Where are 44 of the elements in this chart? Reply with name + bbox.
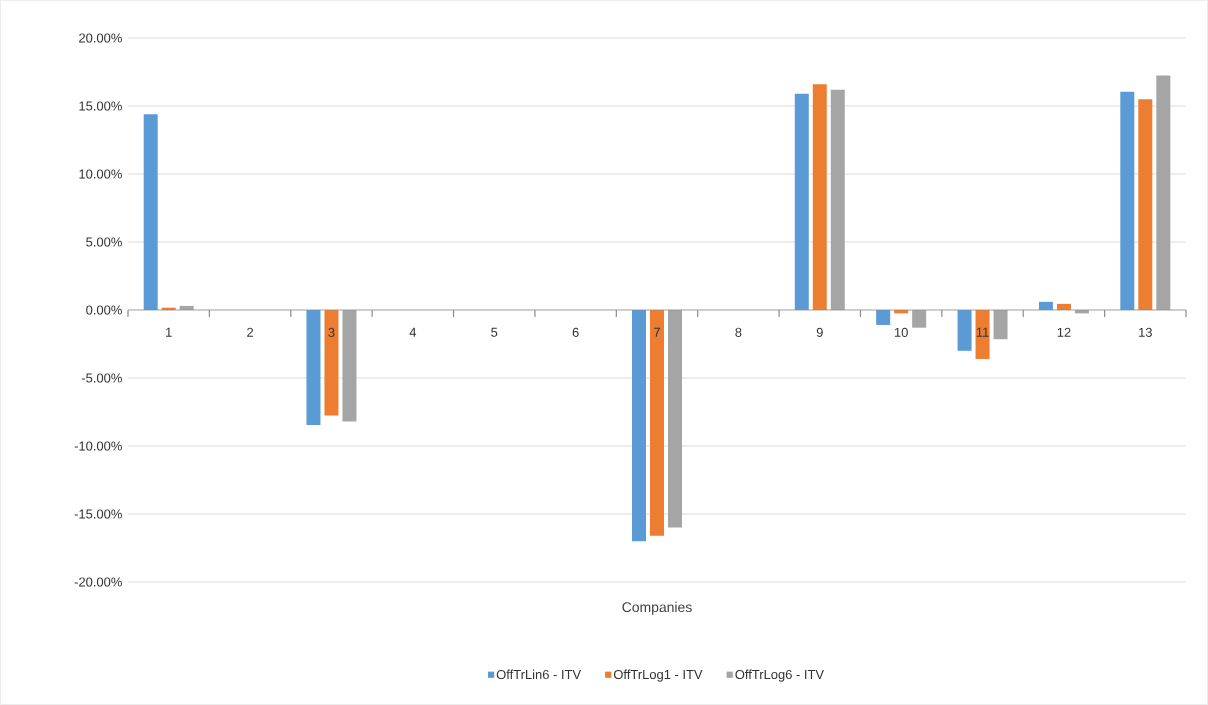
bar bbox=[1120, 91, 1135, 310]
bar bbox=[876, 310, 891, 325]
bar bbox=[143, 114, 158, 310]
bar bbox=[957, 310, 972, 351]
x-tick-label: 5 bbox=[491, 327, 498, 337]
bar bbox=[975, 310, 990, 359]
bar bbox=[1156, 75, 1171, 310]
legend-label: OffTrLog6 - ITV bbox=[735, 669, 824, 682]
x-tick-label: 1 bbox=[166, 327, 172, 337]
y-tick-label: 20.00% bbox=[79, 33, 122, 43]
x-tick-label: 4 bbox=[409, 327, 417, 337]
y-tick-label: -20.00% bbox=[74, 577, 122, 587]
bar bbox=[632, 310, 646, 542]
y-tick-label: 0.00% bbox=[86, 305, 122, 315]
y-tick-label: 15.00% bbox=[79, 101, 122, 111]
bar bbox=[668, 310, 682, 528]
y-tick-label: -5.00% bbox=[81, 373, 122, 383]
bar bbox=[794, 93, 809, 310]
x-tick-label: 9 bbox=[816, 327, 823, 337]
x-tick-label: 8 bbox=[735, 327, 742, 337]
y-tick-label: -10.00% bbox=[74, 441, 122, 451]
y-tick-label: 5.00% bbox=[86, 237, 122, 247]
x-tick-label: 3 bbox=[328, 327, 335, 337]
x-tick-label: 2 bbox=[247, 327, 254, 337]
bar bbox=[812, 84, 827, 310]
x-tick-label: 10 bbox=[894, 327, 908, 337]
y-tick-label: 10.00% bbox=[79, 169, 122, 179]
x-tick-label: 12 bbox=[1057, 327, 1071, 337]
bar bbox=[324, 310, 339, 416]
x-tick-label: 11 bbox=[976, 327, 989, 337]
x-tick-label: 7 bbox=[654, 327, 660, 337]
bar bbox=[993, 310, 1008, 340]
bar bbox=[306, 310, 321, 425]
legend-label: OffTrLin6 - ITV bbox=[496, 669, 582, 680]
bar bbox=[912, 310, 927, 328]
x-tick-label: 13 bbox=[1139, 327, 1152, 337]
bar bbox=[342, 310, 357, 422]
bar bbox=[650, 310, 664, 536]
legend-label: OffTrLog1 - ITV bbox=[613, 669, 703, 682]
x-axis-title: Companies bbox=[622, 601, 692, 615]
x-tick-label: 6 bbox=[572, 327, 579, 337]
y-tick-label: -15.00% bbox=[74, 509, 122, 519]
bar bbox=[1138, 99, 1153, 310]
bar bbox=[830, 89, 845, 310]
